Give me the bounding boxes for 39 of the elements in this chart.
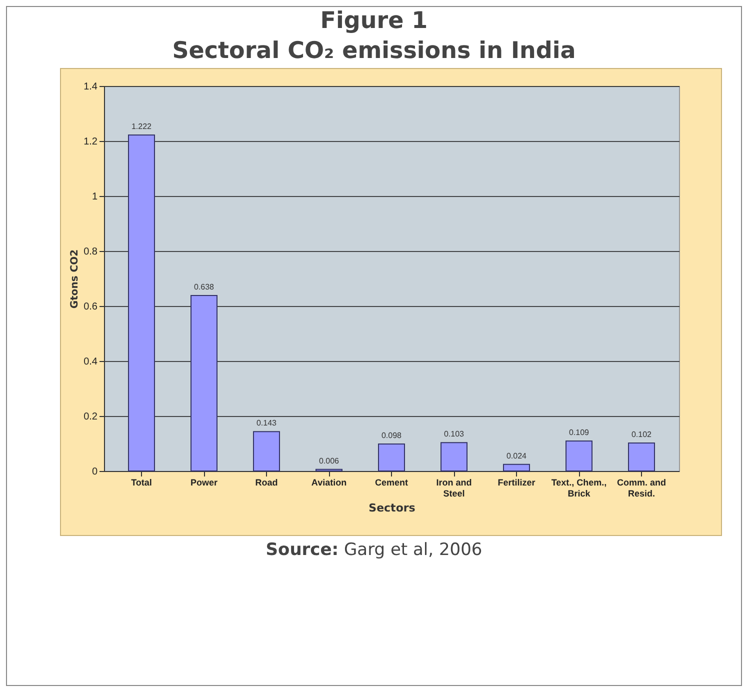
y-tick-label: 0.6	[84, 302, 98, 312]
y-axis-title: Gtons CO2	[70, 249, 81, 309]
bar	[566, 440, 592, 472]
x-tick-label: Fertilizer	[498, 478, 536, 488]
x-tick-label: Power	[190, 478, 218, 488]
data-label: 0.109	[568, 428, 590, 438]
bar	[128, 134, 155, 472]
x-tick-label: Comm. and Resid.	[616, 478, 666, 498]
bar	[378, 444, 405, 472]
y-tick-label: 0	[92, 466, 98, 478]
chart-title: Figure 1	[319, 7, 429, 36]
y-tick-label: 1	[92, 192, 98, 202]
data-label: 0.143	[256, 418, 278, 428]
bar	[440, 442, 468, 472]
chart-subtitle: Sectoral CO₂ emissions in India	[171, 37, 577, 66]
bar	[503, 464, 530, 472]
y-tick-label: 0.8	[84, 246, 98, 258]
x-tick-label: Road	[255, 478, 278, 488]
x-tick-label: Cement	[374, 478, 408, 488]
data-label: 0.006	[318, 456, 340, 466]
x-tick-label: Text., Chem., Brick	[551, 478, 607, 498]
x-tick-label: Aviation	[311, 478, 347, 488]
data-label: 0.024	[506, 451, 528, 460]
x-tick-label: Iron and Steel	[436, 478, 472, 498]
y-tick-label: 1.4	[84, 82, 98, 92]
bar	[628, 442, 655, 472]
data-label: 0.098	[381, 431, 402, 440]
x-axis-title: Sectors	[368, 502, 416, 514]
data-label: 0.103	[444, 430, 465, 439]
y-tick-label: 0.4	[84, 356, 98, 368]
bar	[253, 431, 280, 472]
x-tick-label: Total	[131, 478, 152, 488]
data-label: 0.102	[631, 430, 652, 439]
y-tick-label: 1.2	[84, 136, 98, 148]
data-label: 0.638	[194, 282, 215, 292]
data-label: 1.222	[131, 122, 152, 131]
source-note: Source: Garg et al, 2006	[264, 540, 484, 560]
y-tick-label: 0.2	[84, 412, 98, 422]
bar	[190, 295, 218, 472]
